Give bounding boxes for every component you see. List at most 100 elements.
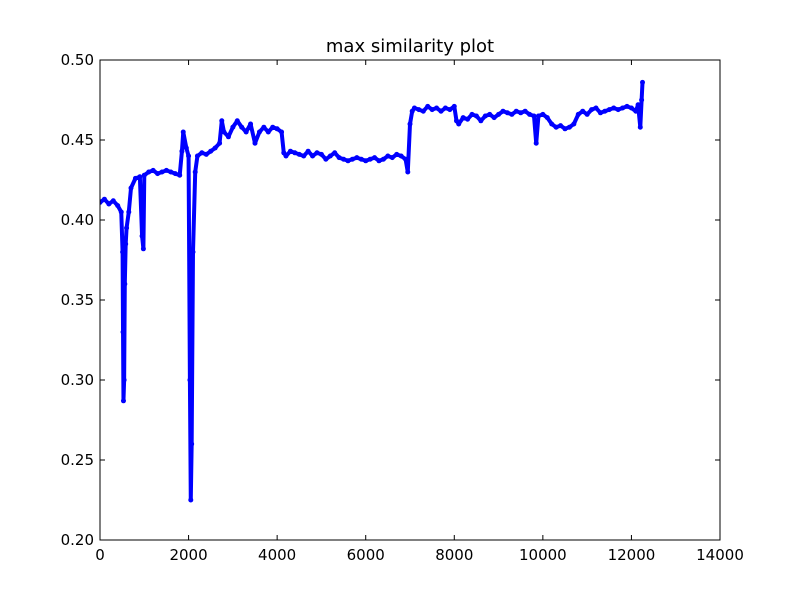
data-point <box>283 153 289 159</box>
data-point <box>394 151 400 157</box>
x-tick-label: 12000 <box>608 546 656 564</box>
data-point <box>615 107 621 113</box>
data-point <box>407 121 413 127</box>
data-point <box>544 115 550 121</box>
data-point <box>513 108 519 114</box>
data-point <box>549 121 555 127</box>
data-point <box>376 158 382 164</box>
y-tick-label: 0.20 <box>61 531 94 549</box>
data-point <box>190 249 196 255</box>
data-point <box>380 156 386 162</box>
data-point <box>593 105 599 111</box>
data-point <box>188 497 194 503</box>
data-point <box>225 134 231 140</box>
data-point <box>349 156 355 162</box>
x-tick-label: 4000 <box>258 546 296 564</box>
data-point <box>562 126 568 132</box>
data-point <box>172 171 178 177</box>
data-point <box>305 148 311 154</box>
data-point <box>124 225 130 231</box>
data-point <box>115 203 121 209</box>
data-point <box>606 107 612 113</box>
data-point <box>199 150 205 156</box>
data-point <box>208 148 214 154</box>
data-point <box>571 121 577 127</box>
data-point <box>425 103 431 109</box>
data-point <box>177 172 183 178</box>
data-point <box>372 155 378 161</box>
data-point <box>633 108 639 114</box>
data-point <box>234 118 240 124</box>
data-point <box>183 145 189 151</box>
series-layer <box>100 79 645 503</box>
data-point <box>327 153 333 159</box>
x-tick-label: 8000 <box>435 546 473 564</box>
data-point <box>126 209 132 215</box>
data-point <box>522 108 528 114</box>
data-point <box>456 121 462 127</box>
data-point <box>580 108 586 114</box>
data-point <box>261 124 267 130</box>
plot-area <box>99 59 721 541</box>
data-point <box>358 156 364 162</box>
data-point <box>553 124 559 130</box>
data-point <box>212 145 218 151</box>
data-point <box>230 124 236 130</box>
data-point <box>168 169 174 175</box>
data-point <box>252 140 258 146</box>
data-point <box>132 175 138 181</box>
data-point <box>336 155 342 161</box>
data-point <box>469 111 475 117</box>
data-point <box>217 140 223 146</box>
y-tick-label: 0.40 <box>61 211 94 229</box>
data-point <box>123 241 129 247</box>
data-point <box>203 151 209 157</box>
data-point <box>256 129 262 135</box>
data-point <box>640 79 645 85</box>
data-point <box>118 209 124 215</box>
data-point <box>398 153 404 159</box>
data-point <box>150 167 156 173</box>
data-point <box>301 153 307 159</box>
data-point <box>186 153 192 159</box>
data-point <box>584 111 590 117</box>
data-point <box>120 398 126 404</box>
data-point <box>558 123 564 129</box>
y-axis: 0.20 0.25 0.30 0.35 0.40 0.45 0.50 <box>61 51 720 549</box>
data-point <box>146 169 152 175</box>
x-axis: 0 2000 4000 6000 8000 10000 12000 14000 <box>95 60 744 564</box>
y-tick-label: 0.45 <box>61 131 94 149</box>
data-point <box>221 129 227 135</box>
data-point <box>405 169 411 175</box>
data-point <box>341 156 347 162</box>
data-point <box>363 158 369 164</box>
data-point <box>566 124 572 130</box>
data-point <box>429 107 435 113</box>
data-point <box>465 116 471 122</box>
data-point <box>438 108 444 114</box>
data-point <box>478 118 484 124</box>
data-point <box>243 129 249 135</box>
data-point <box>442 105 448 111</box>
data-point <box>367 156 373 162</box>
data-point <box>139 233 145 239</box>
data-point <box>460 115 466 121</box>
data-point <box>500 108 506 114</box>
data-point <box>110 198 116 204</box>
data-point <box>192 169 198 175</box>
data-point <box>296 151 302 157</box>
data-point <box>189 441 195 447</box>
data-point <box>635 102 641 108</box>
data-point <box>620 105 626 111</box>
data-point <box>179 148 185 154</box>
data-point <box>323 156 329 162</box>
data-point <box>473 113 479 119</box>
data-point <box>100 199 103 205</box>
data-point <box>128 185 134 191</box>
x-tick-label: 0 <box>95 546 105 564</box>
data-point <box>292 150 298 156</box>
data-point <box>345 158 351 164</box>
data-point <box>120 329 126 335</box>
data-point <box>491 115 497 121</box>
data-point <box>527 111 533 117</box>
